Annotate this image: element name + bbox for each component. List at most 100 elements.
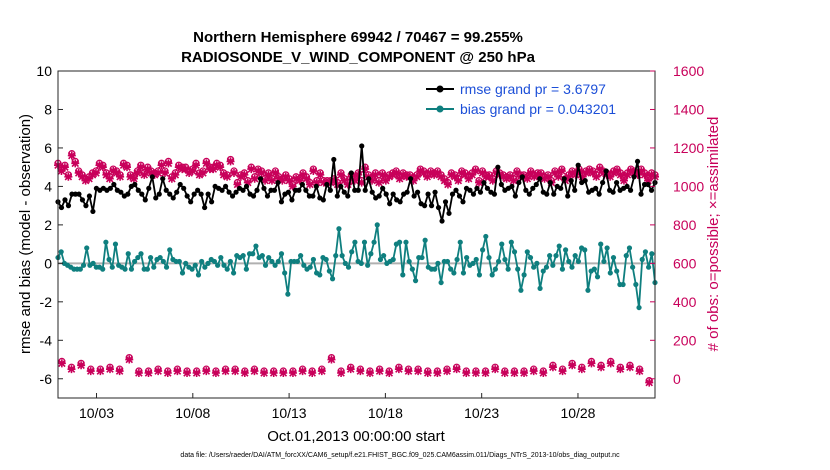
obs-assimilated-point [502,174,511,183]
obs-assimilated-point [529,367,538,376]
bias-point [403,239,409,245]
obs-assimilated-point [136,163,145,172]
plot-area [54,70,659,399]
obs-assimilated-point [185,168,194,177]
rmse-point [408,176,414,182]
obs-assimilated-point [134,368,143,377]
obs-assimilated-point [587,359,596,368]
obs-assimilated-point [592,172,601,181]
rmse-point [107,185,113,191]
obs-assimilated-point [350,176,359,185]
obs-assimilated-point [81,176,90,185]
obs-assimilated-point [96,367,105,376]
bias-point [381,253,387,259]
obs-assimilated-point [173,367,182,376]
obs-assimilated-point [216,163,225,172]
obs-assimilated-point [412,172,421,181]
bias-point [598,241,604,247]
bias-point [128,266,135,272]
right-axis-label: # of obs: o=possible; ×=assimilated [705,117,722,352]
bias-point [163,264,170,270]
obs-assimilated-point [385,368,394,377]
obs-assimilated-point [548,363,557,372]
obs-assimilated-point [57,167,66,176]
obs-assimilated-point [278,176,287,185]
obs-assimilated-point [404,367,413,376]
rmse-point [191,191,197,197]
bias-point [329,276,336,282]
obs-assimilated-point [85,174,94,183]
obs-assimilated-point [164,159,173,168]
rmse-point [320,197,326,203]
bias-point [451,270,457,276]
obs-assimilated-point [123,163,132,172]
obs-assimilated-point [260,368,269,377]
obs-assimilated-point [644,176,653,185]
rmse-point [648,187,655,193]
obs-assimilated-point [143,165,152,174]
rmse-point [593,185,599,191]
rmse-point [453,187,459,193]
obs-assimilated-point [540,174,549,183]
legend: rmse grand pr = 3.6797 bias grand pr = 0… [426,81,616,117]
rmse-point [387,201,393,207]
obs-assimilated-point [257,168,266,177]
obs-assimilated-point [274,174,283,183]
obs-assimilated-point [163,368,172,377]
right-tick-label: 0 [673,371,681,387]
right-tick-label: 800 [673,217,697,233]
obs-assimilated-point [647,170,656,179]
bias-point [339,253,345,259]
bias-point [582,247,588,253]
obs-assimilated-point [606,359,615,368]
bias-point [358,260,364,266]
rmse-point [467,187,473,193]
bias-point [531,264,537,270]
obs-assimilated-point [147,168,156,177]
rmse-point [275,179,281,186]
bias-point [521,272,527,278]
rmse-point [627,187,634,193]
rmse-point [181,185,187,191]
rmse-point [156,191,162,197]
obs-assimilated-point [74,168,83,177]
bias-point [626,245,633,251]
bias-point [527,254,534,261]
rmse-point [484,185,491,191]
obs-assimilated-point [254,167,263,176]
bias-point [333,253,339,259]
rmse-point [243,183,250,190]
rmse-point [257,176,264,182]
bias-point [199,258,205,265]
rmse-point [296,187,302,193]
left-tick-label: 4 [44,178,52,194]
bias-point [409,266,415,272]
obs-assimilated-point [426,168,435,177]
legend-rmse-marker [436,85,444,93]
obs-assimilated-point [637,167,646,176]
legend-bias-label: bias grand pr = 0.043201 [460,101,616,117]
bias-point [80,262,87,268]
obs-assimilated-point [530,172,539,181]
bias-point [106,256,112,263]
rmse-point [446,210,452,216]
rmse-point [188,199,194,205]
obs-assimilated-point [365,368,374,377]
obs-assimilated-point [115,367,124,376]
plot-background [58,71,655,398]
bias-point [543,264,550,270]
rmse-point [530,185,536,191]
rmse-point [404,189,410,195]
bias-point [195,272,202,278]
rmse-point [474,185,480,191]
data-file-footnote: data file: /Users/raeder/DAI/ATM_forcXX/… [180,452,620,459]
rmse-point [205,191,211,197]
rmse-point [229,193,236,199]
bias-point [550,262,556,268]
bias-point [202,264,208,270]
right-tick-label: 200 [673,332,697,348]
rmse-point [414,189,421,195]
obs-assimilated-point [288,368,297,377]
rmse-point [442,199,449,205]
obs-assimilated-point [86,367,95,376]
